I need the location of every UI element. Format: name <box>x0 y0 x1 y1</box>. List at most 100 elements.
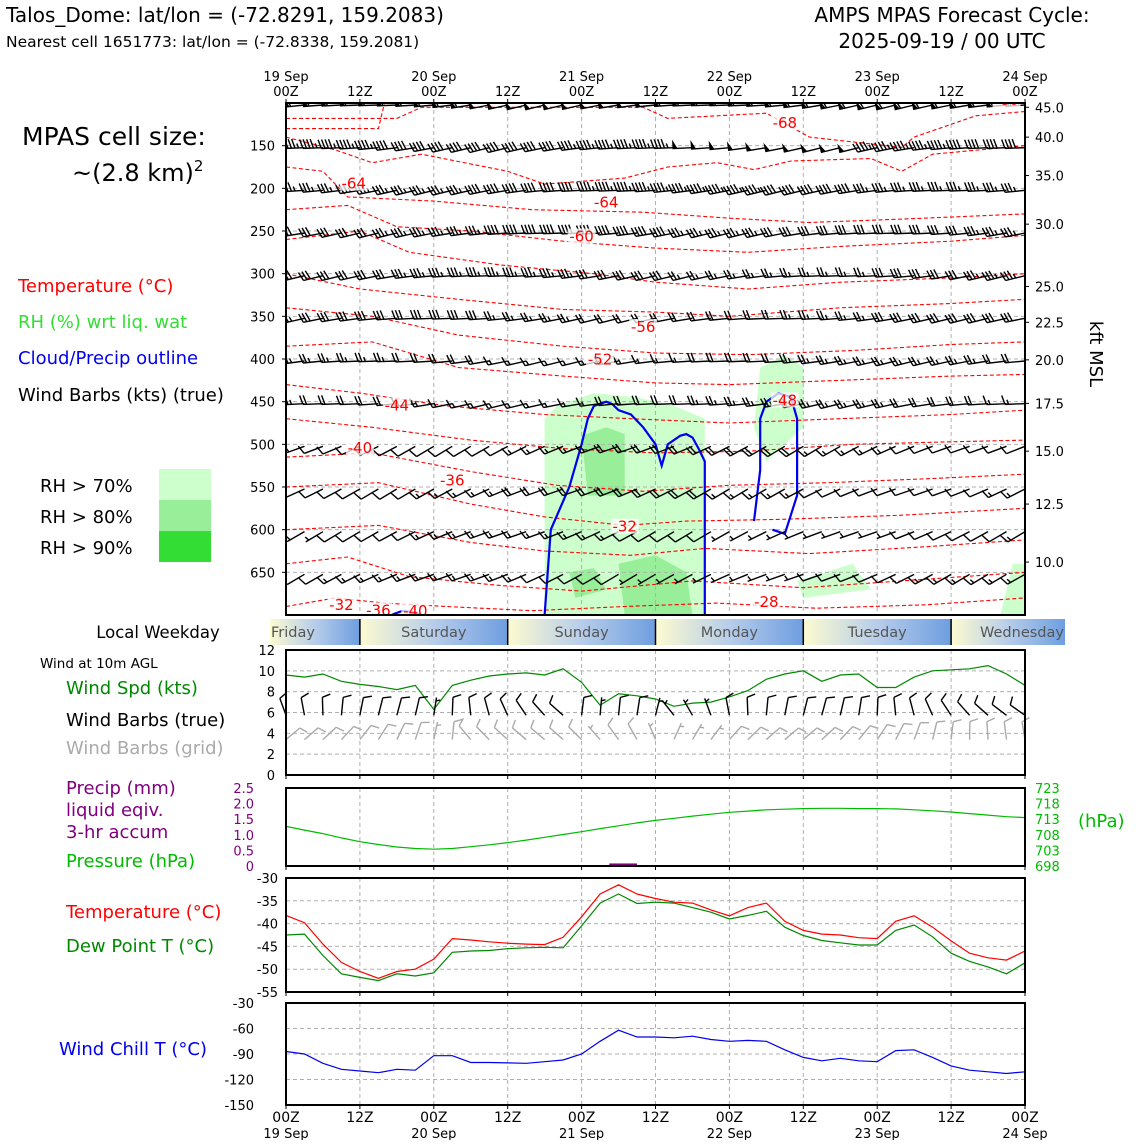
kft-tick: 22.5 <box>1035 316 1064 331</box>
legend-temperature: Temperature (°C) <box>17 276 173 297</box>
weekday-wednesday: Wednesday <box>980 625 1064 641</box>
legend-barbs: Wind Barbs (kts) (true) <box>18 385 224 406</box>
pressure-tick: 713 <box>1035 813 1060 828</box>
bottom-hour-label: 12Z <box>346 1110 373 1126</box>
pressure-tick: 250 <box>250 225 275 240</box>
wind-tick: 6 <box>267 707 275 722</box>
temperature-contour-label: -60 <box>569 228 594 246</box>
windchill-tick: -120 <box>224 1074 254 1089</box>
bottom-date-label: 23 Sep <box>855 1127 900 1140</box>
pressure-tick: 550 <box>250 481 275 496</box>
legend-rh90-swatch <box>159 531 211 562</box>
temperature-tick: -40 <box>257 918 278 933</box>
top-hour-label: 00Z <box>421 85 447 100</box>
temperature-contour-label: -32 <box>612 518 637 536</box>
temperature-contour-label: -52 <box>588 350 613 368</box>
kft-tick: 10.0 <box>1035 556 1064 571</box>
pressure-tick: 600 <box>250 524 275 539</box>
temperature-contour-label: -40 <box>348 439 373 457</box>
bottom-hour-label: 12Z <box>642 1110 669 1126</box>
precip-tick: 0.5 <box>233 844 254 859</box>
kft-tick: 20.0 <box>1035 354 1064 369</box>
legend-rh70-swatch <box>159 469 211 500</box>
label-temperature: Temperature (°C) <box>65 902 221 923</box>
legend-rh80-swatch <box>159 500 211 531</box>
pressure-tick: 718 <box>1035 798 1060 813</box>
cycle-date: 2025-09-19 / 00 UTC <box>838 29 1045 53</box>
bottom-hour-label: 12Z <box>937 1110 964 1126</box>
top-date-label: 20 Sep <box>411 70 456 85</box>
temperature-tick: -45 <box>257 940 278 955</box>
kft-tick: 30.0 <box>1035 218 1064 233</box>
pressure-tick: 350 <box>250 310 275 325</box>
wind-tick: 8 <box>267 686 275 701</box>
cell-size-base: ~(2.8 km) <box>72 159 194 187</box>
top-hour-label: 12Z <box>495 85 521 100</box>
top-hour-label: 00Z <box>864 85 890 100</box>
label-precip-2: liquid eqiv. <box>66 800 163 821</box>
pressure-tick: 450 <box>250 396 275 411</box>
temperature-tick: -50 <box>257 963 278 978</box>
temperature-tick: -35 <box>257 895 278 910</box>
top-hour-label: 00Z <box>273 85 299 100</box>
cycle-title: AMPS MPAS Forecast Cycle: <box>814 3 1089 27</box>
bottom-hour-label: 00Z <box>420 1110 447 1126</box>
bottom-date-label: 19 Sep <box>263 1127 308 1140</box>
weekday-friday: Friday <box>271 625 315 641</box>
precip-tick: 0 <box>246 860 254 875</box>
pressure-tick: 650 <box>250 566 275 581</box>
windchill-tick: -90 <box>233 1048 254 1063</box>
top-hour-label: 12Z <box>643 85 669 100</box>
weekday-label: Local Weekday <box>96 623 220 642</box>
bottom-hour-label: 12Z <box>494 1110 521 1126</box>
bottom-hour-label: 00Z <box>1011 1110 1038 1126</box>
precip-tick: 2.5 <box>233 782 254 797</box>
bottom-hour-label: 00Z <box>716 1110 743 1126</box>
weekday-sunday: Sunday <box>554 625 609 641</box>
kft-tick: 35.0 <box>1035 170 1064 185</box>
label-precip-3: 3-hr accum <box>66 822 168 843</box>
weekday-saturday: Saturday <box>401 625 467 641</box>
pressure-tick: 723 <box>1035 782 1060 797</box>
pressure-tick: 500 <box>250 438 275 453</box>
temperature-contour-label: -32 <box>329 596 354 614</box>
pressure-tick: 698 <box>1035 860 1060 875</box>
kft-tick: 15.0 <box>1035 445 1064 460</box>
temperature-contour-label: -48 <box>773 391 798 409</box>
label-pressure-unit: (hPa) <box>1078 811 1125 832</box>
top-hour-label: 00Z <box>1012 85 1038 100</box>
precip-tick: 1.5 <box>233 813 254 828</box>
pressure-tick: 300 <box>250 268 275 283</box>
wind-tick: 0 <box>267 769 275 784</box>
kft-tick: 17.5 <box>1035 397 1064 412</box>
wind-tick: 4 <box>267 727 275 742</box>
bottom-hour-label: 00Z <box>272 1110 299 1126</box>
kft-tick: 45.0 <box>1035 101 1064 116</box>
legend-rh90: RH > 90% <box>40 538 133 559</box>
top-date-label: 22 Sep <box>707 70 752 85</box>
legend-cloud: Cloud/Precip outline <box>18 348 198 369</box>
windchill-tick: -150 <box>224 1099 254 1114</box>
cell-size-label: MPAS cell size: <box>22 122 206 151</box>
top-hour-label: 00Z <box>569 85 595 100</box>
temperature-tick: -55 <box>257 986 278 1001</box>
bottom-date-label: 21 Sep <box>559 1127 604 1140</box>
kft-tick: 25.0 <box>1035 280 1064 295</box>
top-hour-label: 00Z <box>717 85 743 100</box>
windchill-tick: -30 <box>233 997 254 1012</box>
cell-size-exponent: 2 <box>194 157 204 175</box>
temperature-contour-label: -36 <box>440 472 465 490</box>
top-date-label: 21 Sep <box>559 70 604 85</box>
temperature-contour-label: -64 <box>341 175 366 193</box>
bottom-hour-label: 12Z <box>790 1110 817 1126</box>
kft-tick: 12.5 <box>1035 498 1064 513</box>
pressure-tick: 703 <box>1035 844 1060 859</box>
wind-tick: 2 <box>267 748 275 763</box>
precip-tick: 2.0 <box>233 798 254 813</box>
weekday-monday: Monday <box>701 625 759 641</box>
station-title: Talos_Dome: lat/lon = (-72.8291, 159.208… <box>5 3 444 27</box>
pressure-tick: 150 <box>250 140 275 155</box>
